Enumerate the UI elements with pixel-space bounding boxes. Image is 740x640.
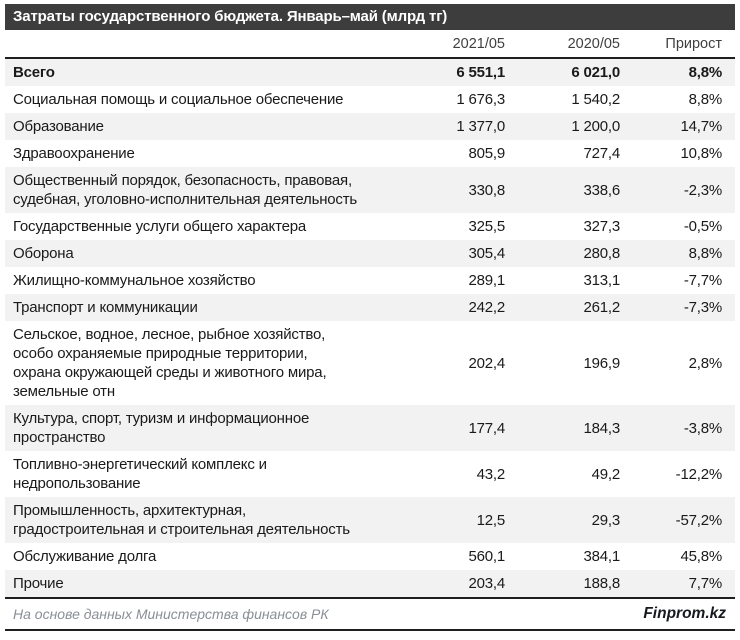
table-row: Оборона 305,4 280,8 8,8% (5, 240, 735, 267)
row-label: Образование (13, 118, 104, 135)
table-row: Прочие 203,4 188,8 7,7% (5, 570, 735, 597)
value-2021-05: 305,4 (468, 245, 505, 262)
table-row: Промышленность, архитектурная, градостро… (5, 497, 735, 543)
value-2020-05: 280,8 (583, 245, 620, 262)
table-row: Жилищно-коммунальное хозяйство 289,1 313… (5, 267, 735, 294)
growth-value: 2,8% (688, 354, 723, 372)
value-2020-05: 313,1 (583, 272, 620, 289)
value-2021-05: 805,9 (468, 145, 505, 162)
row-label: Здравоохранение (13, 145, 135, 162)
value-2020-05: 1 200,0 (571, 118, 620, 135)
value-2021-05: 325,5 (468, 218, 505, 235)
growth-value: 8,8% (688, 245, 723, 262)
column-header-row: 2021/05 2020/05 Прирост (5, 30, 735, 59)
row-label: Промышленность, архитектурная, градостро… (13, 502, 350, 538)
growth-value: 8,8% (688, 64, 723, 81)
value-2021-05: 242,2 (468, 299, 505, 316)
table-row: Обслуживание долга 560,1 384,1 45,8% (5, 543, 735, 570)
column-header-2020-05: 2020/05 (567, 35, 620, 52)
table-row: Всего 6 551,1 6 021,0 8,8% (5, 59, 735, 86)
table-row: Социальная помощь и социальное обеспечен… (5, 86, 735, 113)
value-2021-05: 1 377,0 (456, 118, 505, 135)
table-row: Здравоохранение 805,9 727,4 10,8% (5, 140, 735, 167)
page-title: Затраты государственного бюджета. Январь… (5, 4, 735, 30)
table-row: Культура, спорт, туризм и информационное… (5, 405, 735, 451)
table-body: Всего 6 551,1 6 021,0 8,8% Социальная по… (5, 59, 735, 599)
row-label: Социальная помощь и социальное обеспечен… (13, 91, 344, 108)
value-2021-05: 203,4 (468, 575, 505, 592)
value-2021-05: 202,4 (468, 354, 505, 372)
row-label: Сельское, водное, лесное, рыбное хозяйст… (13, 326, 327, 400)
table-row: Образование 1 377,0 1 200,0 14,7% (5, 113, 735, 140)
finprom-brand: Finprom.kz (643, 605, 726, 622)
row-label: Транспорт и коммуникации (13, 299, 198, 316)
growth-value: 14,7% (680, 118, 722, 135)
row-label: Оборона (13, 245, 74, 262)
growth-value: -2,3% (683, 181, 722, 199)
growth-value: -7,7% (683, 272, 722, 289)
table-row: Государственные услуги общего характера … (5, 213, 735, 240)
value-2020-05: 6 021,0 (571, 64, 620, 81)
row-label: Жилищно-коммунальное хозяйство (13, 272, 256, 289)
footer: На основе данных Министерства финансов Р… (5, 599, 735, 631)
growth-value: 45,8% (680, 548, 722, 565)
table-row: Транспорт и коммуникации 242,2 261,2 -7,… (5, 294, 735, 321)
row-label: Обслуживание долга (13, 548, 157, 565)
value-2021-05: 330,8 (468, 181, 505, 199)
value-2021-05: 12,5 (476, 511, 506, 529)
growth-value: 8,8% (688, 91, 723, 108)
table-row: Сельское, водное, лесное, рыбное хозяйст… (5, 321, 735, 405)
value-2020-05: 184,3 (583, 419, 620, 437)
value-2021-05: 1 676,3 (456, 91, 505, 108)
value-2021-05: 289,1 (468, 272, 505, 289)
row-label: Прочие (13, 575, 64, 592)
growth-value: -0,5% (683, 218, 722, 235)
table-row: Общественный порядок, безопасность, прав… (5, 167, 735, 213)
growth-value: -7,3% (683, 299, 722, 316)
row-label: Всего (13, 64, 55, 81)
growth-value: -57,2% (675, 511, 723, 529)
value-2021-05: 43,2 (476, 465, 506, 483)
value-2021-05: 177,4 (468, 419, 505, 437)
row-label: Государственные услуги общего характера (13, 218, 306, 235)
table-row: Топливно-энергетический комплекс и недро… (5, 451, 735, 497)
value-2021-05: 560,1 (468, 548, 505, 565)
value-2020-05: 338,6 (583, 181, 620, 199)
growth-value: -3,8% (683, 419, 722, 437)
value-2020-05: 188,8 (583, 575, 620, 592)
growth-value: 10,8% (680, 145, 722, 162)
row-label: Общественный порядок, безопасность, прав… (13, 172, 358, 208)
value-2020-05: 49,2 (591, 465, 621, 483)
column-header-growth: Прирост (665, 35, 722, 52)
value-2020-05: 29,3 (591, 511, 621, 529)
value-2020-05: 727,4 (583, 145, 620, 162)
value-2021-05: 6 551,1 (456, 64, 505, 81)
value-2020-05: 327,3 (583, 218, 620, 235)
value-2020-05: 261,2 (583, 299, 620, 316)
value-2020-05: 384,1 (583, 548, 620, 565)
row-label: Культура, спорт, туризм и информационное… (13, 410, 310, 446)
data-source-note: На основе данных Министерства финансов Р… (13, 606, 329, 622)
value-2020-05: 196,9 (583, 354, 620, 372)
column-header-2021-05: 2021/05 (452, 35, 505, 52)
growth-value: -12,2% (675, 465, 723, 483)
value-2020-05: 1 540,2 (571, 91, 620, 108)
row-label: Топливно-энергетический комплекс и недро… (13, 456, 267, 492)
growth-value: 7,7% (688, 575, 723, 592)
